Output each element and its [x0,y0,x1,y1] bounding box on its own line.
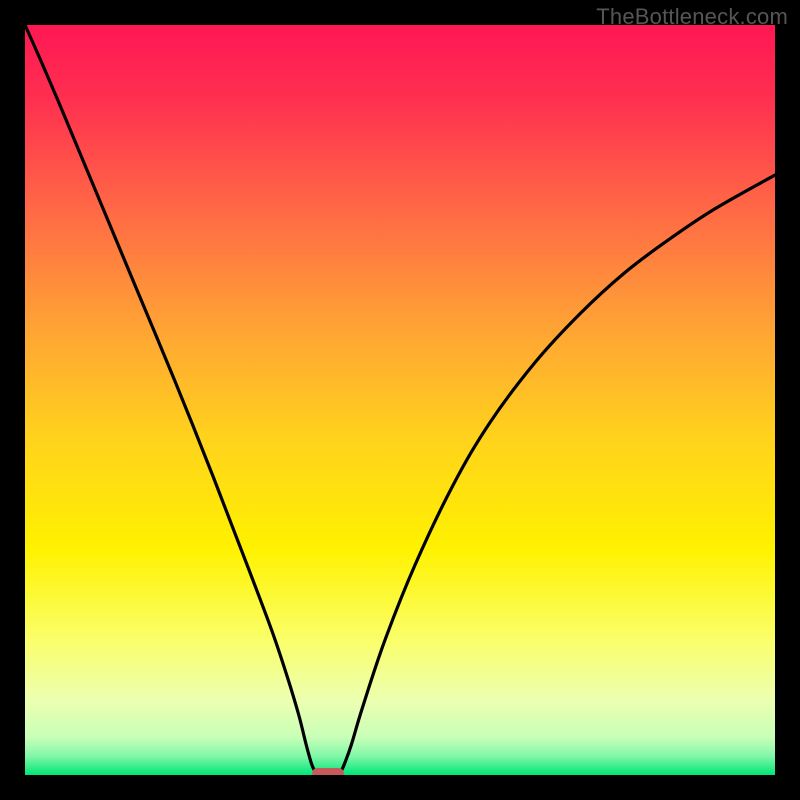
gradient-background [25,25,775,775]
plot-area [25,25,775,775]
bottleneck-curve-chart [25,25,775,775]
minimum-marker [312,768,344,775]
chart-container: TheBottleneck.com [0,0,800,800]
